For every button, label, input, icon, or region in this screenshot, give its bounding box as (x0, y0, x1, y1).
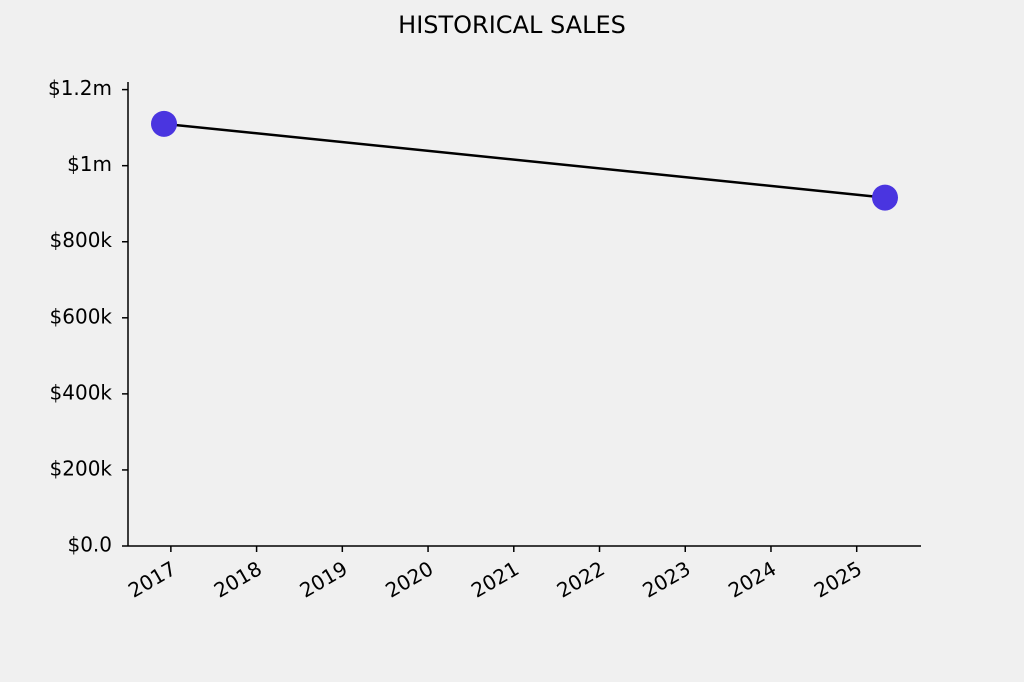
y-tick-label: $0.0 (67, 533, 112, 557)
y-tick-label: $1.2m (48, 76, 112, 100)
y-tick-label: $600k (50, 304, 113, 328)
y-tick-label: $1m (67, 152, 112, 176)
marker (871, 184, 898, 211)
chart-title: HISTORICAL SALES (398, 11, 626, 39)
y-tick-label: $800k (50, 228, 113, 252)
y-tick-label: $200k (50, 456, 113, 480)
marker (151, 110, 178, 137)
line (163, 122, 886, 199)
y-tick-label: $400k (50, 380, 113, 404)
